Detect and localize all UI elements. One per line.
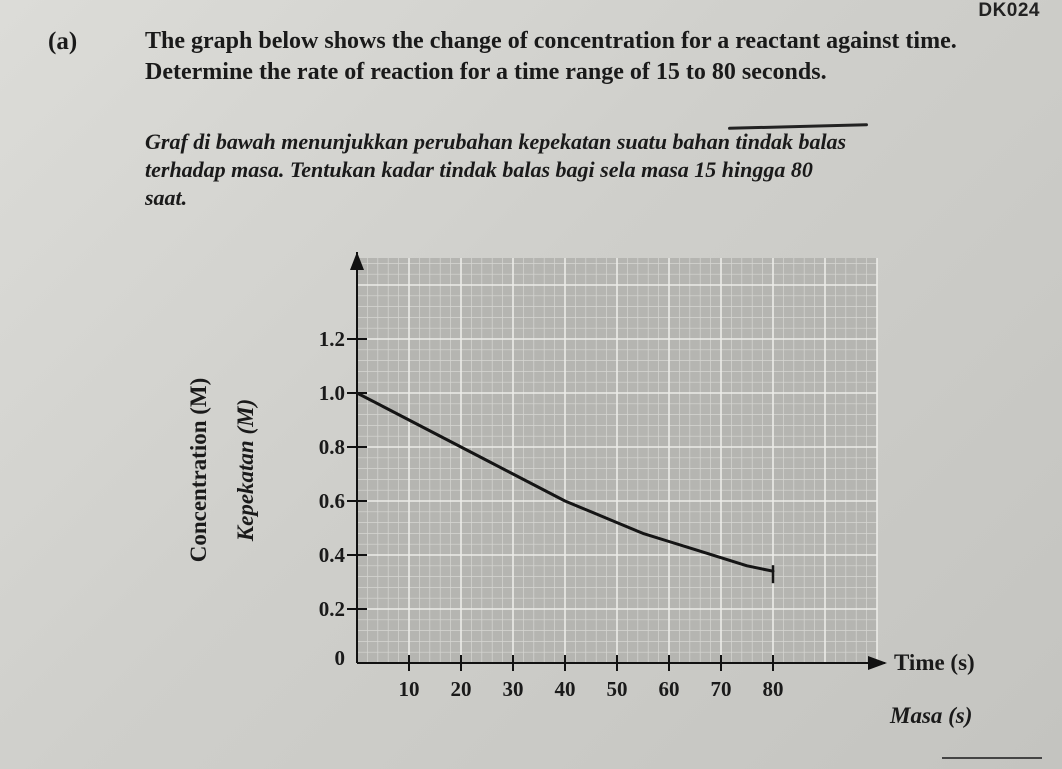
graph-ticks: 10 20 30 40 50 60 70 80 0 0.2 0.4 0.6 0.8 1.0 1.2 [319,327,784,701]
x-axis-label: Time (s) [894,650,975,675]
english-line: The graph below shows the change of conc… [145,28,957,54]
graph-series [355,391,775,584]
y-axis-label-alt: Kepekatan (M) [233,399,258,542]
page-edge-mark [942,757,1042,767]
x-tick-label: 10 [399,677,420,701]
graph-grid [356,258,878,664]
x-tick-label: 20 [451,677,472,701]
y-axis-label: Concentration (M) [186,378,211,563]
y-tick-label: 0.4 [319,543,346,567]
malay-line: Graf di bawah menunjukkan perubahan kepe… [145,129,847,154]
y-tick-label: 0.6 [319,489,345,513]
x-tick-label: 30 [503,677,524,701]
y-tick-label: 0.8 [319,435,345,459]
question-english: The graph below shows the change of conc… [145,26,1055,88]
x-tick-label: 80 [763,677,784,701]
x-tick-label: 40 [555,677,576,701]
y-tick-label: 1.2 [319,327,345,351]
x-tick-label: 50 [607,677,628,701]
x-axis-arrow [868,656,887,670]
y-tick-label: 0 [335,646,346,670]
y-tick-label: 1.0 [319,381,345,405]
page-code: DK024 [978,0,1040,21]
graph-axes [350,252,887,670]
series-line-0 [355,391,775,573]
x-axis-label-alt: Masa (s) [890,703,973,728]
y-tick-label: 0.2 [319,597,345,621]
x-tick-label: 60 [659,677,680,701]
x-tick-label: 70 [711,677,732,701]
english-line: Determine the rate of reaction for a tim… [145,59,827,85]
question-label: (a) [48,28,78,55]
malay-line: saat. [145,185,188,210]
question-malay: Graf di bawah menunjukkan perubahan kepe… [145,128,1045,212]
y-axis-arrow [350,252,364,270]
malay-line: terhadap masa. Tentukan kadar tindak bal… [145,157,813,182]
